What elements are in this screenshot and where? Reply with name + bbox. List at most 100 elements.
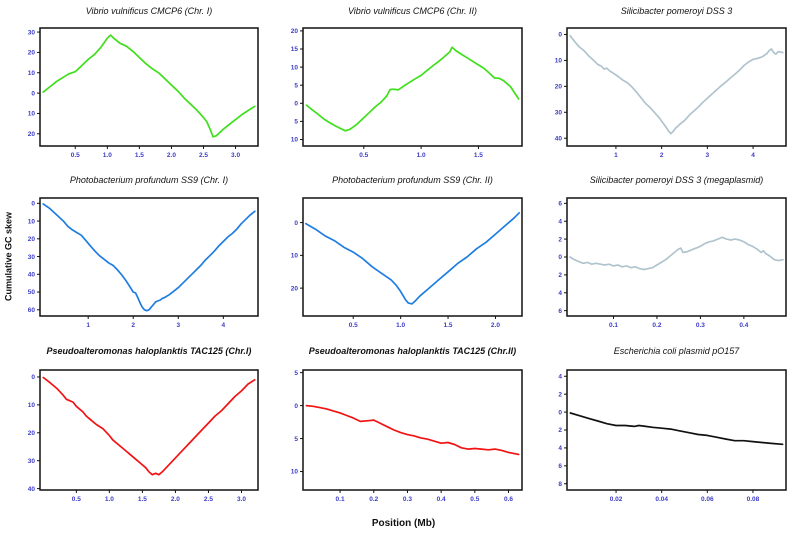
svg-text:1.0: 1.0 — [417, 152, 426, 159]
svg-text:2.0: 2.0 — [491, 322, 500, 329]
chart-title: Photobacterium profundum SS9 (Chr. II) — [332, 175, 493, 185]
svg-text:30: 30 — [555, 109, 563, 116]
svg-text:40: 40 — [28, 486, 36, 493]
svg-text:20: 20 — [291, 28, 299, 35]
chart-title: Escherichia coli plasmid pO157 — [613, 346, 740, 356]
svg-text:0.3: 0.3 — [403, 496, 412, 503]
svg-text:0: 0 — [31, 201, 35, 208]
svg-text:0: 0 — [294, 220, 298, 227]
svg-text:0.3: 0.3 — [696, 322, 705, 329]
svg-text:5: 5 — [294, 436, 298, 443]
svg-text:2.0: 2.0 — [171, 496, 180, 503]
svg-text:1.5: 1.5 — [444, 322, 453, 329]
svg-text:4: 4 — [558, 373, 562, 380]
subplot-pseudoalteromonas-chr2: Pseudoalteromonas haloplanktis TAC125 (C… — [263, 338, 527, 512]
svg-text:3.0: 3.0 — [237, 496, 246, 503]
svg-text:0.1: 0.1 — [609, 322, 618, 329]
svg-text:0.6: 0.6 — [504, 496, 513, 503]
svg-text:2: 2 — [660, 152, 664, 159]
svg-text:3: 3 — [176, 322, 180, 329]
svg-text:20: 20 — [28, 131, 36, 138]
svg-text:0.06: 0.06 — [701, 496, 714, 503]
svg-text:1.0: 1.0 — [103, 152, 112, 159]
svg-text:20: 20 — [555, 84, 563, 91]
svg-text:3.0: 3.0 — [231, 152, 240, 159]
svg-text:30: 30 — [28, 29, 36, 36]
figure-grid: Vibrio vulnificus CMCP6 (Chr. I) 0.5 1.0 1… — [0, 0, 791, 512]
svg-text:10: 10 — [28, 402, 36, 409]
svg-text:0.4: 0.4 — [437, 496, 446, 503]
svg-text:10: 10 — [28, 70, 36, 77]
x-axis-label: Position (Mb) — [371, 517, 436, 529]
chart-canvas: 0.1 0.2 0.3 0.4 6 4 2 0 2 4 6 — [558, 197, 787, 329]
chart-title: Silicibacter pomeroyi DSS 3 (megaplasmid… — [589, 175, 764, 185]
svg-text:50: 50 — [28, 289, 36, 296]
svg-text:2.5: 2.5 — [199, 152, 208, 159]
svg-text:1.5: 1.5 — [474, 152, 483, 159]
chart-canvas: 0.5 1.0 1.5 2.0 2.5 3.0 0 10 20 30 40 — [28, 369, 259, 503]
subplot-vibrio-vulnificus-chr1: Vibrio vulnificus CMCP6 (Chr. I) 0.5 1.0 1… — [0, 0, 263, 168]
svg-text:10: 10 — [291, 64, 299, 71]
subplot-pseudoalteromonas-chr1: Pseudoalteromonas haloplanktis TAC125 (C… — [0, 338, 263, 512]
svg-text:0.5: 0.5 — [71, 152, 80, 159]
svg-text:4: 4 — [558, 218, 562, 225]
y-axis-label: Cumulative GC skew — [3, 211, 14, 301]
subplot-silicibacter-pomeroyi: Silicibacter pomeroyi DSS 3 1 2 3 4 0 10 20 30 4… — [527, 0, 791, 168]
svg-text:2: 2 — [558, 272, 562, 279]
svg-text:6: 6 — [558, 201, 562, 208]
svg-text:0.02: 0.02 — [610, 496, 623, 503]
svg-text:3: 3 — [706, 152, 710, 159]
svg-text:40: 40 — [28, 272, 36, 279]
svg-text:1.5: 1.5 — [135, 152, 144, 159]
svg-text:10: 10 — [291, 253, 299, 260]
svg-text:4: 4 — [558, 445, 562, 452]
svg-text:0.1: 0.1 — [336, 496, 345, 503]
svg-text:5: 5 — [294, 370, 298, 377]
chart-title: Vibrio vulnificus CMCP6 (Chr. I) — [85, 6, 213, 16]
svg-text:0.4: 0.4 — [739, 322, 748, 329]
chart-canvas: 0.02 0.04 0.06 0.08 4 2 0 2 4 6 8 — [558, 369, 787, 503]
svg-text:10: 10 — [291, 137, 299, 144]
svg-text:30: 30 — [28, 254, 36, 261]
svg-text:0.2: 0.2 — [652, 322, 661, 329]
chart-title: Pseudoalteromonas haloplanktis TAC125 (C… — [46, 346, 252, 356]
chart-title: Vibrio vulnificus CMCP6 (Chr. II) — [347, 6, 478, 16]
chart-canvas: 0.1 0.2 0.3 0.4 0.5 0.6 5 0 5 10 — [291, 369, 523, 503]
svg-text:20: 20 — [291, 285, 299, 292]
svg-text:10: 10 — [555, 58, 563, 65]
svg-text:0.08: 0.08 — [747, 496, 760, 503]
svg-text:4: 4 — [751, 152, 755, 159]
svg-text:0: 0 — [294, 100, 298, 107]
subplot-photobacterium-chr1: Photobacterium profundum SS9 (Chr. I) 1 2… — [0, 168, 263, 338]
chart-canvas: 0.5 1.0 1.5 20 15 10 5 0 5 10 — [291, 27, 523, 159]
svg-text:5: 5 — [294, 119, 298, 126]
subplot-silicibacter-megaplasmid: Silicibacter pomeroyi DSS 3 (megaplasmid… — [527, 168, 791, 338]
svg-text:2: 2 — [558, 236, 562, 243]
svg-text:0.5: 0.5 — [72, 496, 81, 503]
svg-text:0: 0 — [558, 409, 562, 416]
svg-text:2: 2 — [131, 322, 135, 329]
svg-text:6: 6 — [558, 463, 562, 470]
svg-text:5: 5 — [294, 82, 298, 89]
svg-text:8: 8 — [558, 481, 562, 488]
svg-text:0.5: 0.5 — [359, 152, 368, 159]
svg-text:0.2: 0.2 — [369, 496, 378, 503]
svg-text:1.0: 1.0 — [396, 322, 405, 329]
chart-canvas: 0.5 1.0 1.5 2.0 0 10 20 — [291, 197, 523, 329]
svg-text:60: 60 — [28, 307, 36, 314]
svg-text:0.5: 0.5 — [349, 322, 358, 329]
svg-text:40: 40 — [555, 135, 563, 142]
svg-text:20: 20 — [28, 236, 36, 243]
svg-text:1: 1 — [614, 152, 618, 159]
svg-text:0: 0 — [31, 374, 35, 381]
svg-text:2: 2 — [558, 427, 562, 434]
chart-canvas: 0.5 1.0 1.5 2.0 2.5 3.0 30 20 10 0 10 20 — [28, 27, 259, 159]
svg-text:4: 4 — [222, 322, 226, 329]
svg-text:4: 4 — [558, 290, 562, 297]
svg-text:0: 0 — [294, 403, 298, 410]
svg-text:1.0: 1.0 — [105, 496, 114, 503]
svg-text:2.5: 2.5 — [204, 496, 213, 503]
svg-text:2.0: 2.0 — [167, 152, 176, 159]
